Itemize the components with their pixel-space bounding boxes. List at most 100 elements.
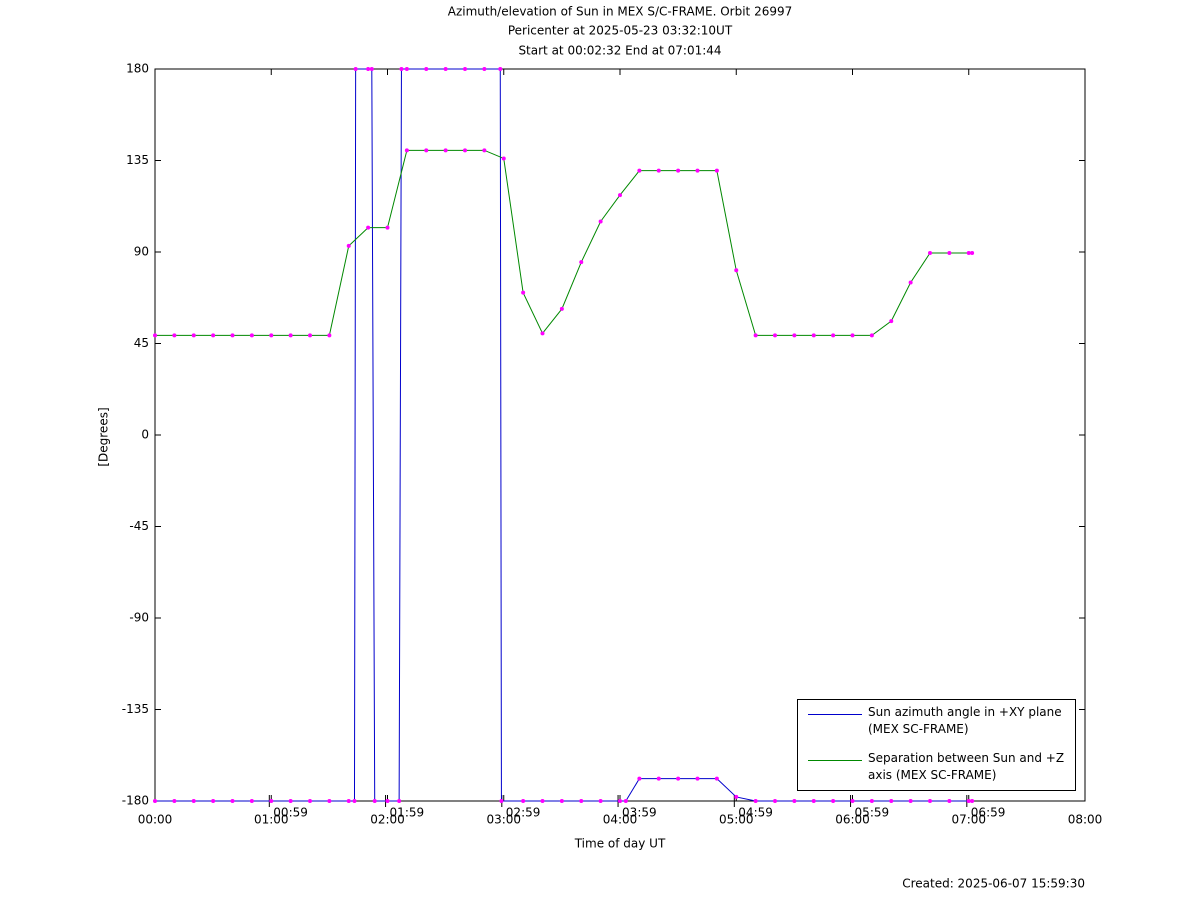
- data-point: [695, 168, 700, 173]
- data-point: [598, 799, 603, 803]
- x-tick-label: 04:00: [603, 813, 638, 827]
- data-point: [734, 794, 739, 799]
- y-tick-label: -45: [129, 519, 149, 533]
- data-point: [498, 67, 503, 71]
- data-point: [327, 799, 332, 803]
- data-point: [772, 799, 777, 803]
- data-point: [346, 243, 351, 248]
- data-point: [211, 799, 216, 803]
- legend-label: Separation between Sun and +Z axis (MEX …: [868, 751, 1065, 782]
- y-tick-label: -135: [122, 702, 149, 716]
- data-point: [656, 776, 661, 781]
- legend-entry: Sun azimuth angle in +XY plane (MEX SC-F…: [798, 704, 1075, 744]
- data-point: [366, 225, 371, 230]
- data-point: [792, 799, 797, 803]
- minor-tick-label: 02:59: [506, 806, 541, 820]
- data-point: [307, 799, 312, 803]
- data-point: [734, 268, 739, 273]
- legend-swatch: [808, 760, 862, 761]
- series-line: [155, 149, 973, 336]
- legend-swatch: [808, 714, 862, 715]
- data-point: [288, 333, 293, 338]
- data-point: [404, 148, 409, 153]
- data-point: [637, 168, 642, 173]
- data-point: [540, 331, 545, 336]
- legend: Sun azimuth angle in +XY plane (MEX SC-F…: [797, 699, 1076, 791]
- data-point: [404, 67, 409, 71]
- data-point: [230, 799, 235, 803]
- footer: Created: 2025-06-07 15:59:30: [902, 877, 1085, 891]
- x-tick-label: 02:00: [370, 813, 405, 827]
- minor-tick-label: 03:59: [622, 806, 657, 820]
- data-point: [153, 333, 157, 338]
- x-tick-label: 03:00: [486, 813, 521, 827]
- data-point: [463, 67, 468, 71]
- plot-frame: [154, 68, 1086, 802]
- data-point: [656, 168, 661, 173]
- data-point: [676, 168, 681, 173]
- data-point: [714, 168, 719, 173]
- data-point: [352, 799, 357, 803]
- minor-tick-label: 05:59: [855, 806, 890, 820]
- minor-tick-label: 06:59: [971, 806, 1006, 820]
- data-point: [947, 799, 952, 803]
- minor-tick-label: 00:59: [273, 806, 308, 820]
- data-point: [443, 67, 448, 71]
- data-point: [353, 67, 358, 71]
- data-point: [482, 148, 487, 153]
- x-tick-label: 08:00: [1068, 813, 1103, 827]
- data-point: [399, 67, 404, 71]
- data-point: [970, 251, 975, 256]
- minor-tick-label: 04:59: [738, 806, 773, 820]
- data-point: [443, 148, 448, 153]
- data-point: [369, 67, 374, 71]
- data-point: [618, 799, 622, 803]
- data-point: [249, 333, 254, 338]
- minor-tick-label: 01:59: [390, 806, 425, 820]
- x-tick-label: 01:00: [254, 813, 289, 827]
- data-point: [307, 333, 312, 338]
- data-point: [288, 799, 293, 803]
- data-point: [772, 333, 777, 338]
- data-point: [618, 193, 622, 198]
- data-point: [811, 333, 816, 338]
- data-point: [499, 799, 504, 803]
- chart-subtitle: Start at 00:02:32 End at 07:01:44: [518, 44, 721, 58]
- data-point: [966, 251, 971, 256]
- data-point: [831, 799, 836, 803]
- y-tick-label: 135: [126, 153, 149, 167]
- data-point: [637, 776, 642, 781]
- data-point: [501, 156, 506, 161]
- data-point: [424, 148, 429, 153]
- data-point: [966, 799, 971, 803]
- data-point: [831, 333, 836, 338]
- data-point: [676, 776, 681, 781]
- data-point: [482, 67, 487, 71]
- data-point: [695, 776, 700, 781]
- data-point: [249, 799, 254, 803]
- data-point: [928, 251, 933, 256]
- data-point: [579, 260, 584, 265]
- data-point: [970, 799, 975, 803]
- x-tick-label: 00:00: [138, 813, 173, 827]
- data-point: [908, 280, 913, 285]
- data-point: [947, 251, 952, 256]
- x-tick-label: 07:00: [951, 813, 986, 827]
- legend-label: Sun azimuth angle in +XY plane (MEX SC-F…: [868, 705, 1062, 736]
- data-point: [385, 799, 390, 803]
- chart-title: Azimuth/elevation of Sun in MEX S/C-FRAM…: [448, 5, 793, 19]
- data-point: [559, 306, 564, 311]
- data-point: [372, 799, 377, 803]
- data-point: [397, 799, 402, 803]
- data-point: [191, 333, 196, 338]
- y-tick-label: -180: [122, 794, 149, 808]
- data-point: [521, 799, 526, 803]
- series-line: [155, 68, 973, 802]
- data-point: [540, 799, 545, 803]
- data-point: [889, 799, 894, 803]
- data-point: [172, 333, 177, 338]
- y-tick-label: 180: [126, 62, 149, 76]
- data-point: [908, 799, 913, 803]
